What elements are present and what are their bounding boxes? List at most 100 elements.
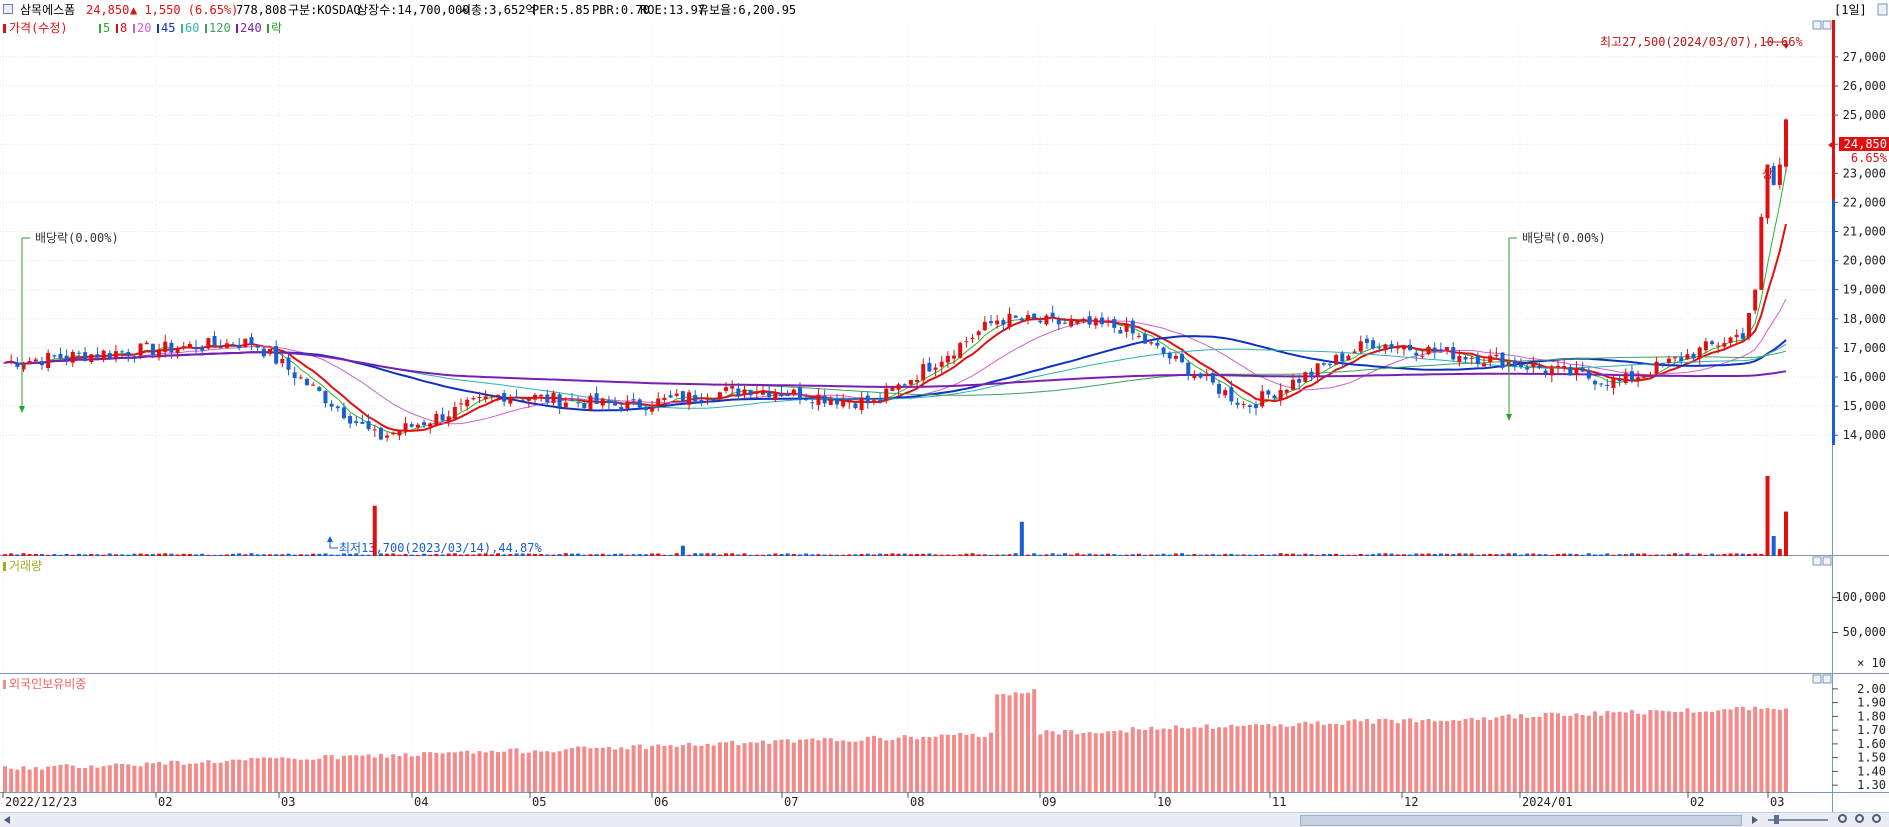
volume-bar: [1469, 553, 1474, 556]
candle-body: [231, 345, 236, 347]
zoom-in-icon[interactable]: [1872, 814, 1881, 823]
price-close-button[interactable]: [1822, 20, 1832, 30]
foreign-ownership-bar: [323, 755, 328, 792]
volume-bar: [1617, 554, 1622, 556]
foreign-ownership-bar: [797, 739, 802, 792]
foreign-ownership-bar: [1062, 729, 1067, 792]
zoom-reset-icon[interactable]: [1855, 814, 1864, 823]
foreign-ownership-bar: [927, 737, 932, 792]
foreign-ownership-bar: [249, 757, 254, 792]
zoom-handle[interactable]: [1774, 815, 1779, 824]
candle-body: [853, 403, 858, 409]
foreign-ownership-bar: [834, 741, 839, 792]
foreign-ownership-bar: [576, 746, 581, 792]
foreign-ownership-bar: [1007, 695, 1012, 792]
foreign-ownership-bar: [157, 761, 162, 792]
foreign-ownership-bar: [237, 759, 242, 792]
volume-bar: [231, 553, 236, 556]
volume-bar: [169, 553, 174, 556]
foreign-ownership-bar: [748, 742, 753, 792]
candle-body: [797, 387, 802, 400]
volume-bar: [939, 554, 944, 556]
candle-body: [1599, 383, 1604, 385]
foreign-ownership-bar: [1475, 719, 1480, 792]
scroll-left-icon[interactable]: [4, 816, 10, 824]
foreign-ownership-bar: [1747, 710, 1752, 792]
foreign-ownership-bar: [1740, 706, 1745, 792]
foreign-ownership-bar: [1334, 724, 1339, 792]
candle-body: [1358, 341, 1363, 352]
zoom-out-icon[interactable]: [1838, 814, 1847, 823]
period-button[interactable]: [1일]: [1834, 3, 1867, 17]
volume-bar: [360, 554, 365, 556]
foreign-ownership-bar: [1241, 725, 1246, 792]
volume-bar: [489, 554, 494, 556]
foreign-ownership-bar: [502, 751, 507, 792]
candle-body: [625, 401, 630, 409]
scroll-thumb[interactable]: [1300, 815, 1742, 826]
candle-body: [1340, 353, 1345, 362]
volume-bar: [613, 553, 618, 556]
candlesticks: [3, 118, 1788, 442]
volume-bar: [348, 553, 353, 556]
high-annotation: 최고27,500(2024/03/07),10.66%: [1600, 35, 1803, 49]
volume-bar: [878, 553, 883, 556]
candle-body: [767, 391, 772, 398]
scroll-right-icon[interactable]: [1752, 816, 1758, 824]
volume-bar: [1075, 553, 1080, 556]
candle-body: [1457, 355, 1462, 362]
volume-bar: [434, 553, 439, 556]
candle-body: [748, 390, 753, 396]
horizontal-scrollbar[interactable]: [0, 812, 1889, 827]
volume-bar: [459, 554, 464, 556]
volume-bar: [1180, 553, 1185, 556]
foreign-close-button[interactable]: [1822, 674, 1832, 684]
volume-bar: [224, 554, 229, 556]
volume-bar: [1426, 553, 1431, 556]
volume-close-button[interactable]: [1822, 556, 1832, 566]
menu-square-icon[interactable]: [3, 4, 13, 14]
candle-body: [194, 346, 199, 350]
volume-bar: [668, 554, 673, 556]
foreign-ownership-bar: [995, 694, 1000, 792]
candle-body: [415, 424, 420, 428]
foreign-ownership-bar: [1352, 719, 1357, 792]
foreign-ownership-bar: [674, 746, 679, 792]
volume-bar: [255, 554, 260, 556]
volume-bar: [514, 553, 519, 556]
candle-body: [606, 400, 611, 404]
foreign-ownership-bar: [1611, 712, 1616, 792]
price-minimize-button[interactable]: [1812, 20, 1822, 30]
foreign-ownership-bar: [1771, 708, 1776, 792]
pbr-value: PBR:0.70: [592, 3, 650, 17]
volume-bar: [724, 553, 729, 556]
y-tick-label: 18,000: [1843, 312, 1886, 326]
foreign-tick-label: 1.40: [1857, 764, 1886, 778]
foreign-ownership-bar: [711, 745, 716, 792]
foreign-ownership-bar: [730, 740, 735, 792]
foreign-ownership-bar: [1445, 721, 1450, 792]
volume-bar: [1260, 554, 1265, 556]
foreign-ownership-bar: [1549, 712, 1554, 792]
candle-body: [1685, 354, 1690, 360]
volume-bar: [1297, 554, 1302, 556]
window-close-button[interactable]: [1877, 3, 1888, 16]
candle-body: [1617, 379, 1622, 382]
volume-bar: [1673, 553, 1678, 556]
foreign-ownership-bar: [1568, 716, 1573, 792]
panel-buttons[interactable]: [1812, 3, 1888, 684]
limit-up-marker: 상: [1762, 167, 1773, 181]
volume-bar: [378, 553, 383, 556]
candle-body: [1679, 357, 1684, 362]
volume-minimize-button[interactable]: [1812, 556, 1822, 566]
foreign-ownership-bar: [662, 746, 667, 792]
zoom-slider[interactable]: [1768, 819, 1828, 821]
foreign-minimize-button[interactable]: [1812, 674, 1822, 684]
candle-body: [563, 402, 568, 408]
foreign-ownership-bar: [292, 758, 297, 792]
volume-bar: [15, 554, 20, 556]
volume-bar: [674, 553, 679, 556]
candle-body: [1759, 216, 1764, 290]
volume-bar: [1722, 553, 1727, 556]
low-label: 최저13,700(2023/03/14),44.87%: [339, 541, 542, 555]
